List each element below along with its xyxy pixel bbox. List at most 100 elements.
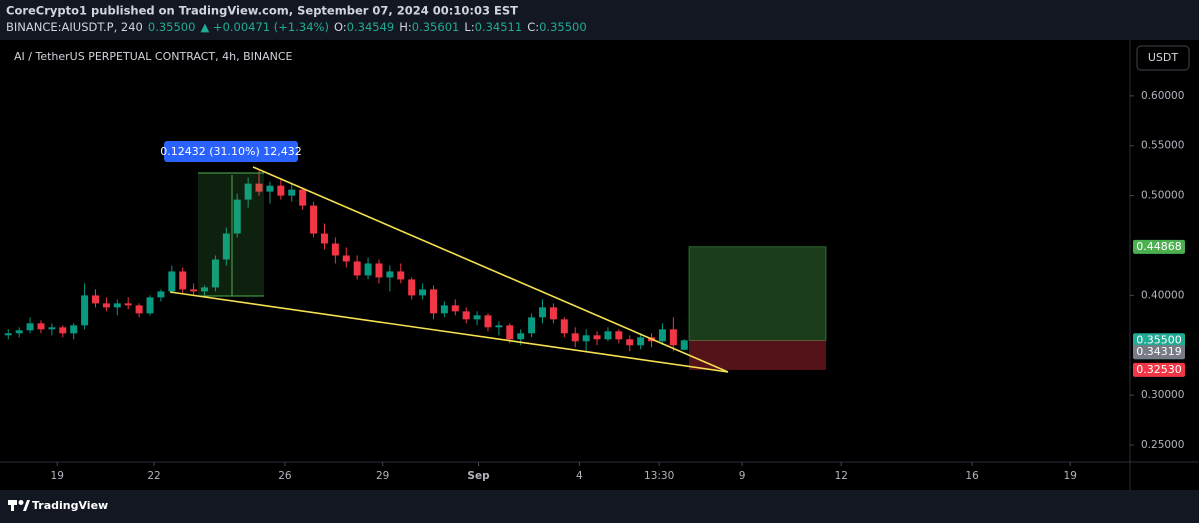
candle-body (397, 271, 405, 280)
ohlc-value: 0.35601 (412, 20, 460, 34)
candle-body (320, 233, 328, 244)
candle-body (222, 233, 230, 260)
candle-body (473, 315, 481, 320)
price-label-box (1133, 239, 1185, 254)
candle-body (353, 261, 361, 276)
candle-body (310, 205, 318, 234)
candle-body (462, 311, 470, 320)
footer-bar (0, 490, 1199, 523)
candle-body (604, 331, 612, 340)
x-tick-label: 29 (376, 470, 389, 482)
candle-body (124, 303, 132, 306)
price-label: 0.34319 (1136, 345, 1182, 358)
candle-body (680, 340, 688, 350)
candle-body (157, 291, 165, 298)
x-tick-label: Sep (467, 470, 490, 482)
y-tick-label: 0.30000 (1141, 389, 1184, 401)
candle-body (419, 289, 427, 296)
candle-body (637, 337, 645, 346)
position-stop (689, 340, 826, 370)
candle-body (440, 305, 448, 314)
measure-label: 0.12432 (31.10%) 12,432 (160, 145, 302, 158)
candle-body (364, 263, 372, 276)
ohlc-key: H: (399, 20, 412, 34)
ohlc-value: 0.35500 (539, 20, 587, 34)
chart-title: AI / TetherUS PERPETUAL CONTRACT, 4h, BI… (14, 50, 293, 63)
candle-body (255, 183, 263, 192)
candle-body (266, 185, 274, 192)
price-label: 0.35500 (1136, 333, 1182, 346)
candle-body (48, 327, 56, 330)
y-tick-label: 0.50000 (1141, 190, 1184, 202)
measure-label-box (164, 141, 298, 162)
candle-body (375, 263, 383, 278)
candle-body (190, 289, 198, 292)
price-label-box (1133, 345, 1185, 360)
ohlc-key: O: (334, 20, 347, 34)
candle-body (342, 255, 350, 262)
candle-body (539, 307, 547, 318)
last-price: 0.35500 (148, 20, 196, 34)
candle-body (429, 289, 437, 314)
currency[interactable]: USDT (1148, 51, 1179, 64)
y-tick-label: 0.55000 (1141, 140, 1184, 152)
trendline-upper (252, 166, 729, 373)
ohlc-key: C: (527, 20, 539, 34)
candle-body (517, 333, 525, 340)
currency-button[interactable] (1136, 45, 1190, 71)
candle-body (288, 189, 296, 196)
candle-body (201, 287, 209, 292)
x-tick-label: 26 (278, 470, 292, 482)
candle-body (102, 303, 110, 308)
candle-body (37, 323, 45, 330)
candle-body (495, 325, 503, 328)
candle-body (484, 315, 492, 328)
change: ▲ +0.00471 (+1.34%) (200, 20, 329, 34)
x-tick-label: 16 (965, 470, 979, 482)
candle-body (168, 271, 176, 292)
candle-body (70, 325, 78, 334)
candle-body (113, 303, 121, 308)
candle-body (4, 333, 12, 336)
candle-body (81, 295, 89, 326)
candle-body (593, 335, 601, 340)
publisher: CoreCrypto1 published on TradingView.com… (6, 4, 518, 18)
candle-body (211, 259, 219, 288)
candle-body (233, 199, 241, 234)
x-tick-label: 9 (739, 470, 746, 482)
candle-body (669, 329, 677, 346)
candle-body (146, 297, 154, 314)
candle-body (549, 307, 557, 320)
candle-body (571, 333, 579, 342)
candle-body (408, 279, 416, 296)
candle-body (331, 243, 339, 256)
symbol-line: BINANCE:AIUSDT.P, 240 0.35500 ▲ +0.00471 (… (6, 20, 587, 34)
position-target (688, 246, 827, 341)
candle-body (451, 305, 459, 312)
logo (8, 500, 30, 511)
candle-body (386, 271, 394, 278)
candle-body (244, 183, 252, 200)
candle-body (59, 327, 67, 334)
symbol: BINANCE:AIUSDT.P, 240 (6, 20, 143, 34)
candle-body (26, 323, 34, 331)
header-bar (0, 0, 1199, 40)
candle-body (615, 331, 623, 340)
price-label: 0.32530 (1136, 363, 1182, 376)
price-label: 0.44868 (1136, 240, 1182, 253)
candle-body (626, 339, 634, 346)
trendline-lower (169, 291, 729, 373)
x-tick-label: 13:30 (644, 470, 674, 482)
x-tick-label: 4 (576, 470, 583, 482)
y-tick-label: 0.40000 (1141, 289, 1184, 301)
x-tick-label: 19 (51, 470, 64, 482)
drawings: 0.12432 (31.10%) 12,432 (160, 141, 729, 373)
x-tick-label: 19 (1064, 470, 1077, 482)
candle-body (658, 329, 666, 342)
y-tick-label: 0.25000 (1141, 439, 1184, 451)
x-tick-label: 12 (835, 470, 848, 482)
candle-body (277, 185, 285, 196)
ohlc-value: 0.34549 (347, 20, 395, 34)
brand: TradingView (32, 499, 108, 512)
